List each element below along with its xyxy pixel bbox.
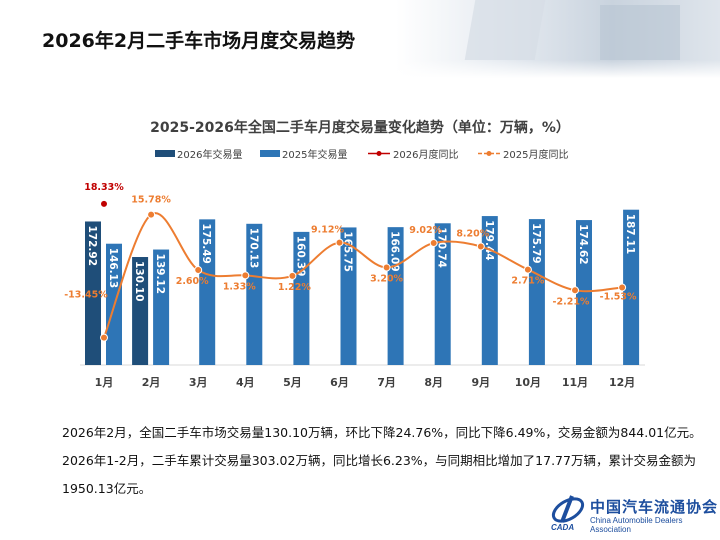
x-tick-label: 6月 bbox=[330, 376, 349, 389]
bar bbox=[85, 221, 101, 365]
cada-logo: CADA 中国汽车流通协会 China Automobile Dealers A… bbox=[548, 492, 719, 534]
summary-paragraph-2: 2026年1-2月，二手车累计交易量303.02万辆，同比增长6.23%，与同期… bbox=[62, 453, 696, 468]
logo-en-text: China Automobile Dealers Association bbox=[590, 516, 683, 534]
line-point bbox=[476, 242, 485, 251]
x-tick-label: 10月 bbox=[515, 376, 541, 389]
line-point bbox=[335, 238, 344, 247]
header-banner bbox=[0, 0, 720, 78]
x-tick-label: 9月 bbox=[471, 376, 490, 389]
legend-swatch bbox=[260, 150, 280, 157]
legend-marker bbox=[376, 151, 382, 156]
bar bbox=[199, 219, 216, 365]
line-point bbox=[288, 271, 297, 280]
line-data-label: 1.22% bbox=[278, 282, 311, 293]
svg-text:CADA: CADA bbox=[551, 523, 574, 532]
line-point bbox=[571, 286, 579, 295]
legend-swatch bbox=[155, 150, 175, 157]
bar bbox=[434, 223, 451, 365]
line-point bbox=[523, 265, 532, 274]
line-data-label: -1.53% bbox=[600, 291, 637, 302]
bar-data-label: 179.44 bbox=[483, 220, 495, 261]
bar-data-label: 146.13 bbox=[107, 248, 119, 289]
line-data-label: 1.33% bbox=[223, 281, 256, 292]
line-data-label: -13.45% bbox=[64, 290, 108, 301]
chart-title: 2025-2026年全国二手车月度交易量变化趋势（单位：万辆，%） bbox=[150, 119, 570, 136]
x-tick-label: 8月 bbox=[424, 376, 443, 389]
line-point-2026 bbox=[101, 200, 107, 207]
chart: 2025-2026年全国二手车月度交易量变化趋势（单位：万辆，%） 2026年交易… bbox=[64, 119, 645, 389]
line-data-label: 8.20% bbox=[456, 228, 489, 239]
page-title: 2026年2月二手车市场月度交易趋势 bbox=[42, 30, 356, 52]
bar-data-label: 170.13 bbox=[247, 228, 259, 269]
bar-data-label: 165.75 bbox=[342, 231, 354, 272]
line-point bbox=[100, 333, 108, 342]
line-data-label: 2.71% bbox=[511, 276, 544, 287]
bar-data-label: 187.11 bbox=[624, 214, 636, 255]
bar bbox=[340, 227, 357, 365]
line-point bbox=[194, 266, 203, 275]
bar bbox=[132, 257, 149, 365]
bar bbox=[293, 231, 310, 365]
bar-data-label: 174.62 bbox=[577, 224, 589, 265]
bar-data-label: 175.79 bbox=[530, 223, 542, 264]
x-tick-label: 11月 bbox=[562, 376, 588, 389]
bar-data-label: 130.10 bbox=[133, 261, 145, 302]
x-tick-label: 1月 bbox=[95, 376, 114, 389]
line-point bbox=[382, 263, 391, 272]
bar-data-label: 170.74 bbox=[436, 227, 448, 268]
bar-data-label: 175.49 bbox=[200, 223, 212, 264]
x-tick-label: 3月 bbox=[189, 376, 208, 389]
line-point bbox=[241, 271, 250, 280]
summary-paragraph-3: 1950.13亿元。 bbox=[62, 481, 152, 496]
bar-data-label: 139.12 bbox=[154, 254, 166, 295]
x-tick-label: 7月 bbox=[377, 376, 396, 389]
summary-paragraph-1: 2026年2月，全国二手车市场交易量130.10万辆，环比下降24.76%，同比… bbox=[62, 425, 702, 440]
line-data-label: -2.21% bbox=[553, 296, 590, 307]
bar bbox=[528, 219, 545, 365]
x-tick-label: 12月 bbox=[609, 376, 635, 389]
line-data-label: 15.78% bbox=[131, 195, 171, 206]
line-data-label: 9.12% bbox=[311, 225, 344, 236]
x-tick-label: 2月 bbox=[142, 376, 161, 389]
bar bbox=[481, 216, 498, 365]
logo-cn-text: 中国汽车流通协会 bbox=[590, 498, 719, 516]
bar bbox=[153, 249, 170, 365]
bar bbox=[576, 220, 592, 365]
line-point bbox=[147, 210, 156, 219]
legend-label: 2025月度同比 bbox=[503, 148, 568, 161]
line-data-label-2026: 18.33% bbox=[84, 182, 124, 193]
line-data-label: 9.02% bbox=[409, 225, 442, 236]
bar-data-label: 160.39 bbox=[294, 236, 306, 277]
legend-marker bbox=[486, 151, 492, 156]
legend-label: 2025年交易量 bbox=[282, 148, 347, 161]
line-point bbox=[618, 283, 627, 292]
x-tick-label: 5月 bbox=[283, 376, 302, 389]
bar bbox=[246, 223, 263, 365]
line-point bbox=[429, 239, 438, 248]
x-tick-label: 4月 bbox=[236, 376, 255, 389]
bar bbox=[387, 227, 404, 365]
line-data-label: 2.60% bbox=[176, 276, 209, 287]
legend-label: 2026月度同比 bbox=[393, 148, 458, 161]
header-decoration bbox=[600, 5, 680, 60]
bar bbox=[623, 209, 640, 365]
bar-data-label: 172.92 bbox=[86, 225, 98, 266]
legend-label: 2026年交易量 bbox=[177, 148, 242, 161]
cada-logo-icon: CADA bbox=[551, 495, 585, 532]
bar-data-label: 166.09 bbox=[389, 231, 401, 272]
line-data-label: 3.20% bbox=[370, 274, 403, 285]
